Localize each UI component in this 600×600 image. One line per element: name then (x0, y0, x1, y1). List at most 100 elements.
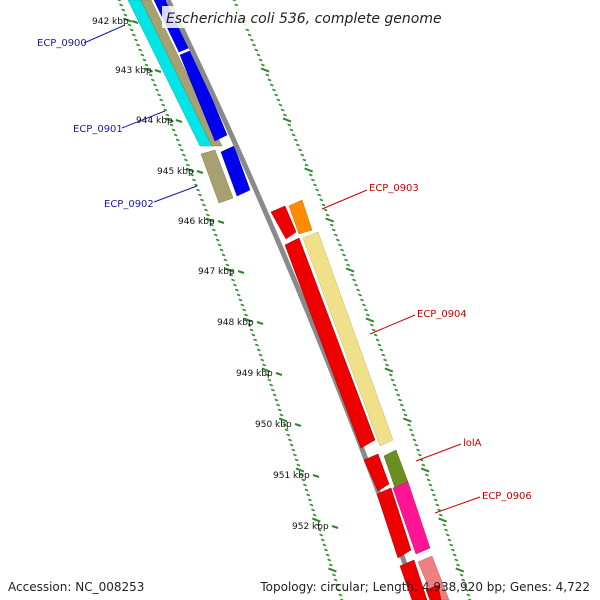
inner-ruler-tick (278, 417, 288, 423)
inner-ruler-tick (265, 373, 270, 377)
orange-feature[interactable] (288, 199, 313, 235)
inner-ruler-tick (198, 193, 202, 197)
inner-ruler-tick (171, 128, 176, 132)
outer-ruler-tick (442, 523, 447, 527)
outer-ruler-tick (296, 143, 300, 147)
inner-ruler-tick (119, 3, 124, 7)
inner-ruler-tick (274, 398, 279, 402)
outer-ruler-tick (420, 467, 430, 473)
outer-ruler-tick (426, 478, 431, 482)
inner-ruler-tick (299, 473, 304, 477)
gene-label-ecp-0901[interactable]: ECP_0901 (73, 124, 123, 135)
khaki-feature-upper[interactable] (140, 0, 223, 147)
outer-ruler-tick (403, 413, 408, 417)
outer-ruler-tick (383, 358, 388, 362)
outer-ruler-tick (375, 338, 380, 342)
kbp-label: 951 kbp (273, 471, 310, 481)
inner-ruler-tick (267, 378, 272, 382)
outer-ruler-tick (302, 158, 307, 162)
inner-ruler-tick (332, 573, 336, 577)
outer-ruler-tick (392, 383, 397, 387)
inner-ruler-tick (186, 163, 190, 167)
light-red-feature[interactable] (417, 555, 450, 600)
inner-ruler-tick (179, 148, 184, 152)
outer-ruler-tick (379, 348, 384, 352)
red-feature-2[interactable] (284, 237, 376, 449)
kbp-label: 949 kbp (236, 369, 273, 379)
inner-ruler-tick (213, 233, 218, 237)
outer-ruler-tick (384, 367, 394, 373)
inner-ruler-tick (190, 173, 194, 177)
outer-ruler-tick (360, 298, 364, 302)
inner-ruler-tick (123, 13, 128, 17)
red-feature-4[interactable] (376, 487, 412, 559)
red-feature-1[interactable] (270, 205, 297, 240)
inner-ruler-tick (194, 183, 198, 187)
inner-ruler-tick (238, 298, 243, 302)
outer-ruler-tick (364, 308, 368, 312)
outer-ruler-tick (329, 223, 334, 227)
red-feature-5[interactable] (399, 559, 428, 600)
inner-ruler-tick (136, 43, 140, 47)
inner-ruler-tick (243, 317, 253, 323)
gene-connector (369, 314, 416, 335)
inner-ruler-tick (288, 438, 292, 442)
gene-label-ecp-0903[interactable]: ECP_0903 (369, 183, 419, 194)
blue-feature-3[interactable] (220, 145, 251, 197)
outer-ruler-tick (362, 303, 366, 307)
khaki-feature-lower[interactable] (200, 149, 234, 204)
blue-feature-2[interactable] (179, 49, 228, 142)
kbp-label: 946 kbp (178, 217, 215, 227)
kbp-major-tick (256, 321, 264, 325)
gene-label-ecp-0902[interactable]: ECP_0902 (104, 199, 154, 210)
outer-ruler-tick (323, 208, 328, 212)
inner-ruler-tick (138, 48, 143, 52)
outer-ruler-tick (310, 178, 315, 182)
inner-ruler-tick (224, 267, 234, 273)
inner-ruler-tick (260, 358, 265, 362)
red-feature-3[interactable] (363, 453, 390, 492)
outer-ruler-tick (435, 503, 440, 507)
outer-ruler-tick (345, 267, 355, 273)
kbp-major-tick (217, 220, 225, 224)
outer-ruler-tick (258, 58, 263, 62)
outer-ruler-tick (416, 448, 420, 452)
inner-ruler-tick (286, 433, 291, 437)
outer-ruler-tick (344, 258, 348, 262)
gene-label-ecp-0906[interactable]: ECP_0906 (482, 491, 532, 502)
yellow-feature[interactable] (302, 231, 394, 447)
outer-ruler-tick (280, 108, 285, 112)
outer-ruler-tick (455, 567, 465, 573)
outer-ruler-tick (232, 0, 236, 2)
label-connectors (83, 24, 481, 514)
inner-ruler-tick (309, 503, 314, 507)
inner-ruler-tick (117, 0, 121, 2)
inner-ruler-tick (262, 363, 266, 367)
outer-ruler-tick (300, 153, 305, 157)
outer-ruler-tick (365, 313, 370, 317)
kbp-major-tick (275, 372, 283, 376)
inner-ruler-tick (148, 73, 153, 77)
outer-ruler-tick (289, 128, 294, 132)
gene-label-ecp-0900[interactable]: ECP_0900 (37, 38, 87, 49)
outer-ruler-tick (365, 317, 375, 323)
outer-ruler-tick (325, 213, 330, 217)
kbp-major-tick (294, 423, 302, 427)
red-feature-6[interactable] (425, 584, 442, 600)
outer-ruler-tick (256, 53, 261, 57)
inner-ruler-tick (303, 483, 307, 487)
gene-label-ecp-0904[interactable]: ECP_0904 (417, 309, 467, 320)
inner-ruler-tick (121, 8, 126, 12)
inner-ruler-tick (296, 463, 301, 467)
outer-ruler-tick (461, 578, 466, 582)
outer-ruler-tick (321, 203, 326, 207)
inner-ruler-tick (204, 208, 208, 212)
outer-ruler-tick (402, 417, 412, 423)
outer-ruler-tick (278, 103, 283, 107)
outer-ruler-tick (319, 198, 324, 202)
inner-ruler-tick (225, 263, 230, 267)
gene-label-lola[interactable]: lolA (463, 438, 482, 449)
pink-feature[interactable] (392, 481, 431, 555)
outer-ruler-tick (265, 73, 270, 77)
